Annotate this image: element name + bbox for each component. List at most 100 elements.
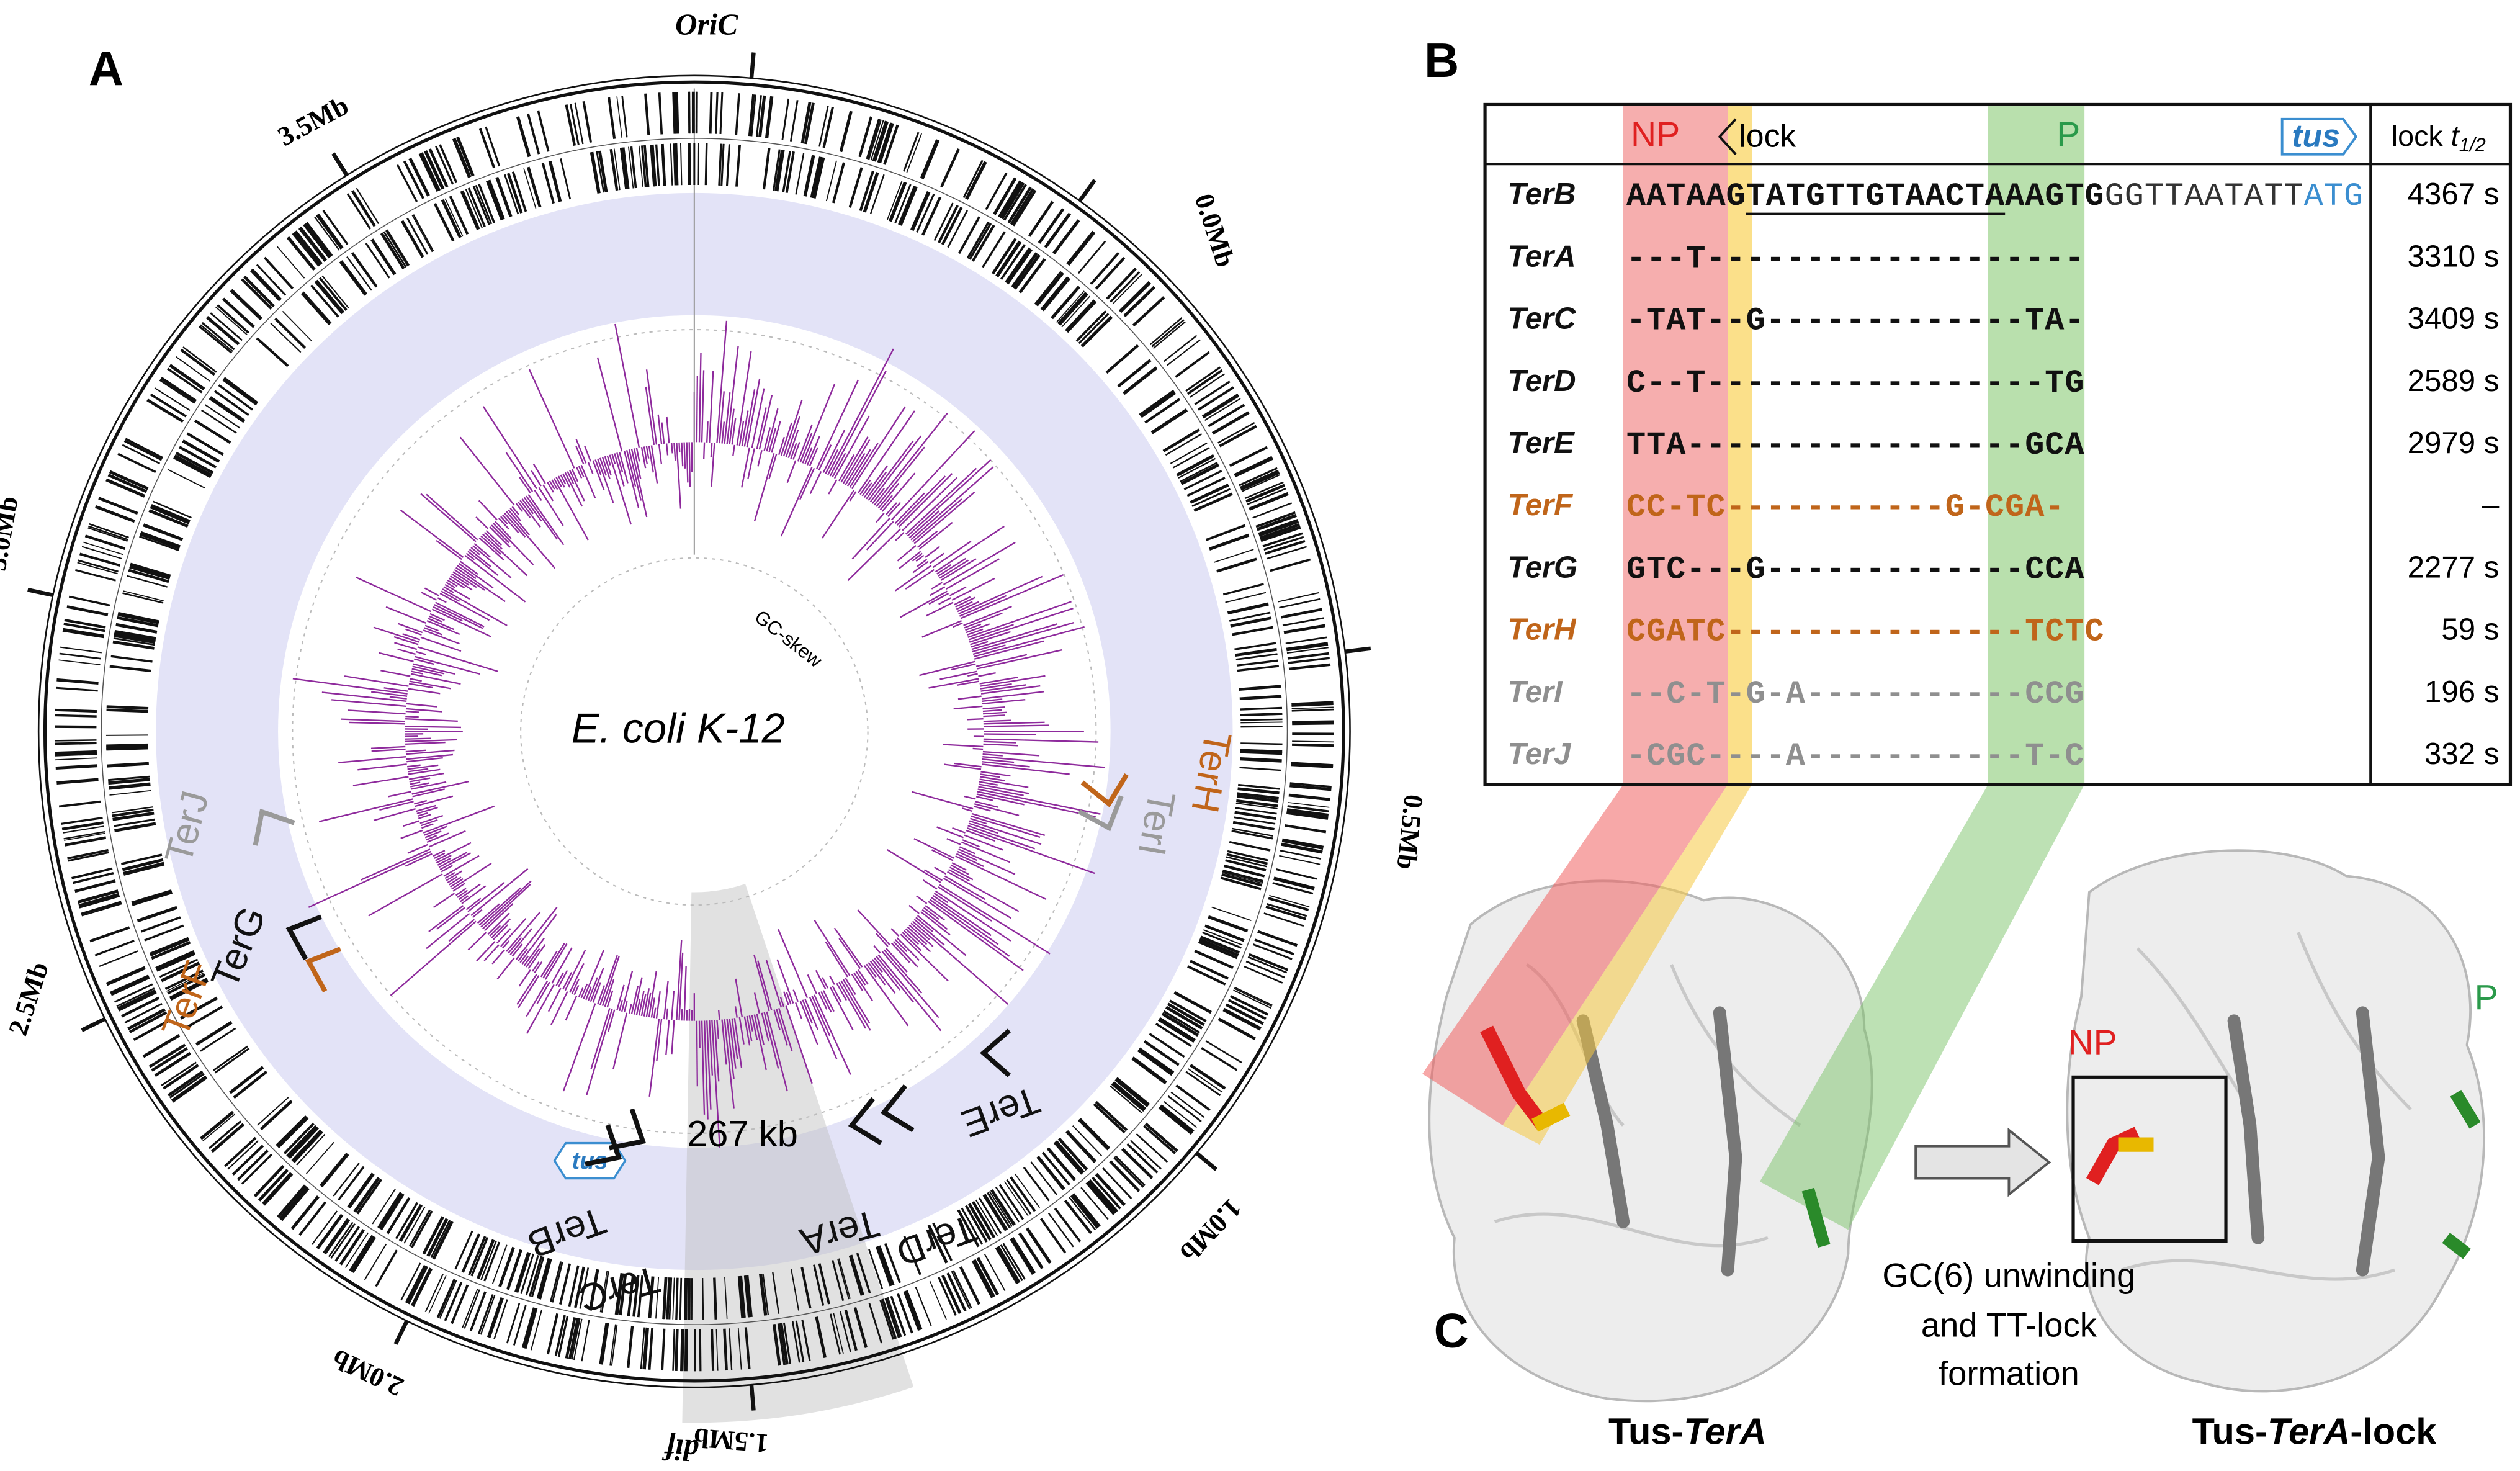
gene-tick xyxy=(504,174,519,215)
gene-tick xyxy=(118,991,157,1012)
gene-tick xyxy=(1193,492,1233,512)
gc-skew-bar xyxy=(966,829,996,842)
gc-skew-bar xyxy=(947,871,1020,912)
gene-tick xyxy=(1082,317,1113,348)
gene-tick xyxy=(1289,784,1332,791)
gene-tick xyxy=(772,149,781,191)
gc-skew-bar xyxy=(877,954,942,1032)
gene-tick xyxy=(1052,219,1080,255)
gene-tick xyxy=(551,1261,563,1303)
gc-skew-bar xyxy=(421,823,434,829)
gc-skew-bar xyxy=(564,472,583,507)
gc-skew-bar xyxy=(851,973,864,991)
gc-skew-bar xyxy=(408,772,444,780)
gene-tick xyxy=(1002,1243,1026,1280)
gene-tick xyxy=(87,527,128,542)
lock-box xyxy=(2071,1075,2228,1243)
gc-skew-bar xyxy=(405,710,419,713)
gene-tick xyxy=(106,744,148,749)
gene-tick xyxy=(106,966,146,986)
gc-skew-bar xyxy=(402,633,421,641)
gene-tick xyxy=(1067,231,1096,266)
gene-tick xyxy=(1092,1176,1121,1210)
gene-tick xyxy=(1237,792,1279,800)
gc-skew-bar xyxy=(974,803,1020,816)
gene-tick xyxy=(858,116,872,157)
np-label: NP xyxy=(2068,1023,2117,1063)
gene-tick xyxy=(286,236,315,271)
gene-tick xyxy=(277,1117,309,1148)
gc-skew-bar xyxy=(592,460,605,490)
gc-skew-bar xyxy=(505,452,534,492)
gene-tick xyxy=(1286,808,1329,817)
gene-tick xyxy=(208,1120,242,1149)
gc-skew-bar xyxy=(970,817,987,825)
gc-skew-bar xyxy=(761,1012,769,1042)
gene-tick xyxy=(1054,1207,1082,1243)
gene-tick xyxy=(78,893,120,907)
gene-tick xyxy=(420,152,441,191)
gene-tick xyxy=(166,367,203,394)
gene-tick xyxy=(1190,960,1229,980)
gene-tick xyxy=(758,95,766,138)
gene-tick xyxy=(251,268,282,300)
gene-tick xyxy=(182,439,220,462)
gene-tick xyxy=(737,1328,742,1370)
gene-tick xyxy=(557,1315,569,1357)
gene-tick xyxy=(1013,254,1041,290)
gene-tick xyxy=(910,191,930,231)
gene-tick xyxy=(971,1200,996,1239)
gene-tick xyxy=(1095,1173,1126,1207)
gc-skew-bar xyxy=(491,949,505,965)
gc-skew-bar xyxy=(799,467,815,500)
gene-tick xyxy=(151,504,191,523)
gene-tick xyxy=(514,1251,530,1293)
gene-tick xyxy=(1208,915,1249,933)
gene-tick xyxy=(1139,1047,1175,1073)
gc-skew-bar xyxy=(971,623,1058,650)
gc-skew-bar xyxy=(483,902,514,932)
gene-tick xyxy=(351,190,376,227)
gene-tick xyxy=(148,509,189,528)
gc-skew-bar xyxy=(701,370,705,443)
gc-skew-bar xyxy=(424,830,442,839)
gene-tick xyxy=(475,184,493,225)
gene-tick xyxy=(130,562,171,578)
gc-skew-bar xyxy=(917,915,967,956)
gc-skew-bar xyxy=(857,909,890,946)
gc-skew-bar xyxy=(962,807,973,812)
gene-tick xyxy=(1059,294,1088,326)
gene-tick xyxy=(128,569,169,583)
gc-skew-bar xyxy=(975,796,993,801)
gene-tick xyxy=(110,655,153,663)
gc-skew-bar xyxy=(959,595,1007,617)
gene-tick xyxy=(868,1249,884,1290)
gc-skew-bar xyxy=(444,871,455,879)
sequence-part: ATG xyxy=(2304,178,2364,215)
gc-skew-bar xyxy=(958,575,1043,614)
gene-tick xyxy=(903,1235,921,1275)
gc-skew-bar xyxy=(746,378,761,448)
gene-tick xyxy=(65,836,107,847)
gc-skew-bar xyxy=(567,471,575,485)
gene-tick xyxy=(156,952,196,972)
gc-skew-bar xyxy=(502,940,510,949)
gc-skew-bar xyxy=(455,567,506,603)
gc-skew-bar xyxy=(979,783,1029,794)
gc-skew-bar xyxy=(489,526,511,548)
gene-tick xyxy=(568,1318,580,1359)
gene-tick xyxy=(159,379,195,404)
gene-tick xyxy=(1240,758,1282,763)
gc-skew-bar xyxy=(424,627,443,636)
gc-skew-bar xyxy=(650,997,655,1018)
gc-skew-bar xyxy=(475,516,489,529)
gene-tick xyxy=(83,541,123,556)
gc-skew-bar xyxy=(428,615,442,623)
gene-tick xyxy=(294,231,322,265)
gene-tick xyxy=(1201,394,1239,418)
ter-chevron xyxy=(305,947,342,993)
gc-skew-bar xyxy=(822,977,829,989)
gene-tick xyxy=(356,187,379,224)
gene-tick xyxy=(1273,876,1315,889)
sequence-part: CC-TC-----------G-CGA- xyxy=(1626,489,2065,526)
